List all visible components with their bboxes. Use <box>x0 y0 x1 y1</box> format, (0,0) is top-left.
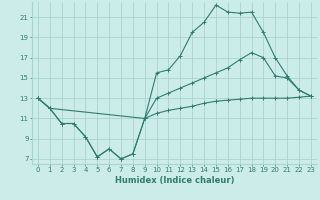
X-axis label: Humidex (Indice chaleur): Humidex (Indice chaleur) <box>115 176 234 185</box>
